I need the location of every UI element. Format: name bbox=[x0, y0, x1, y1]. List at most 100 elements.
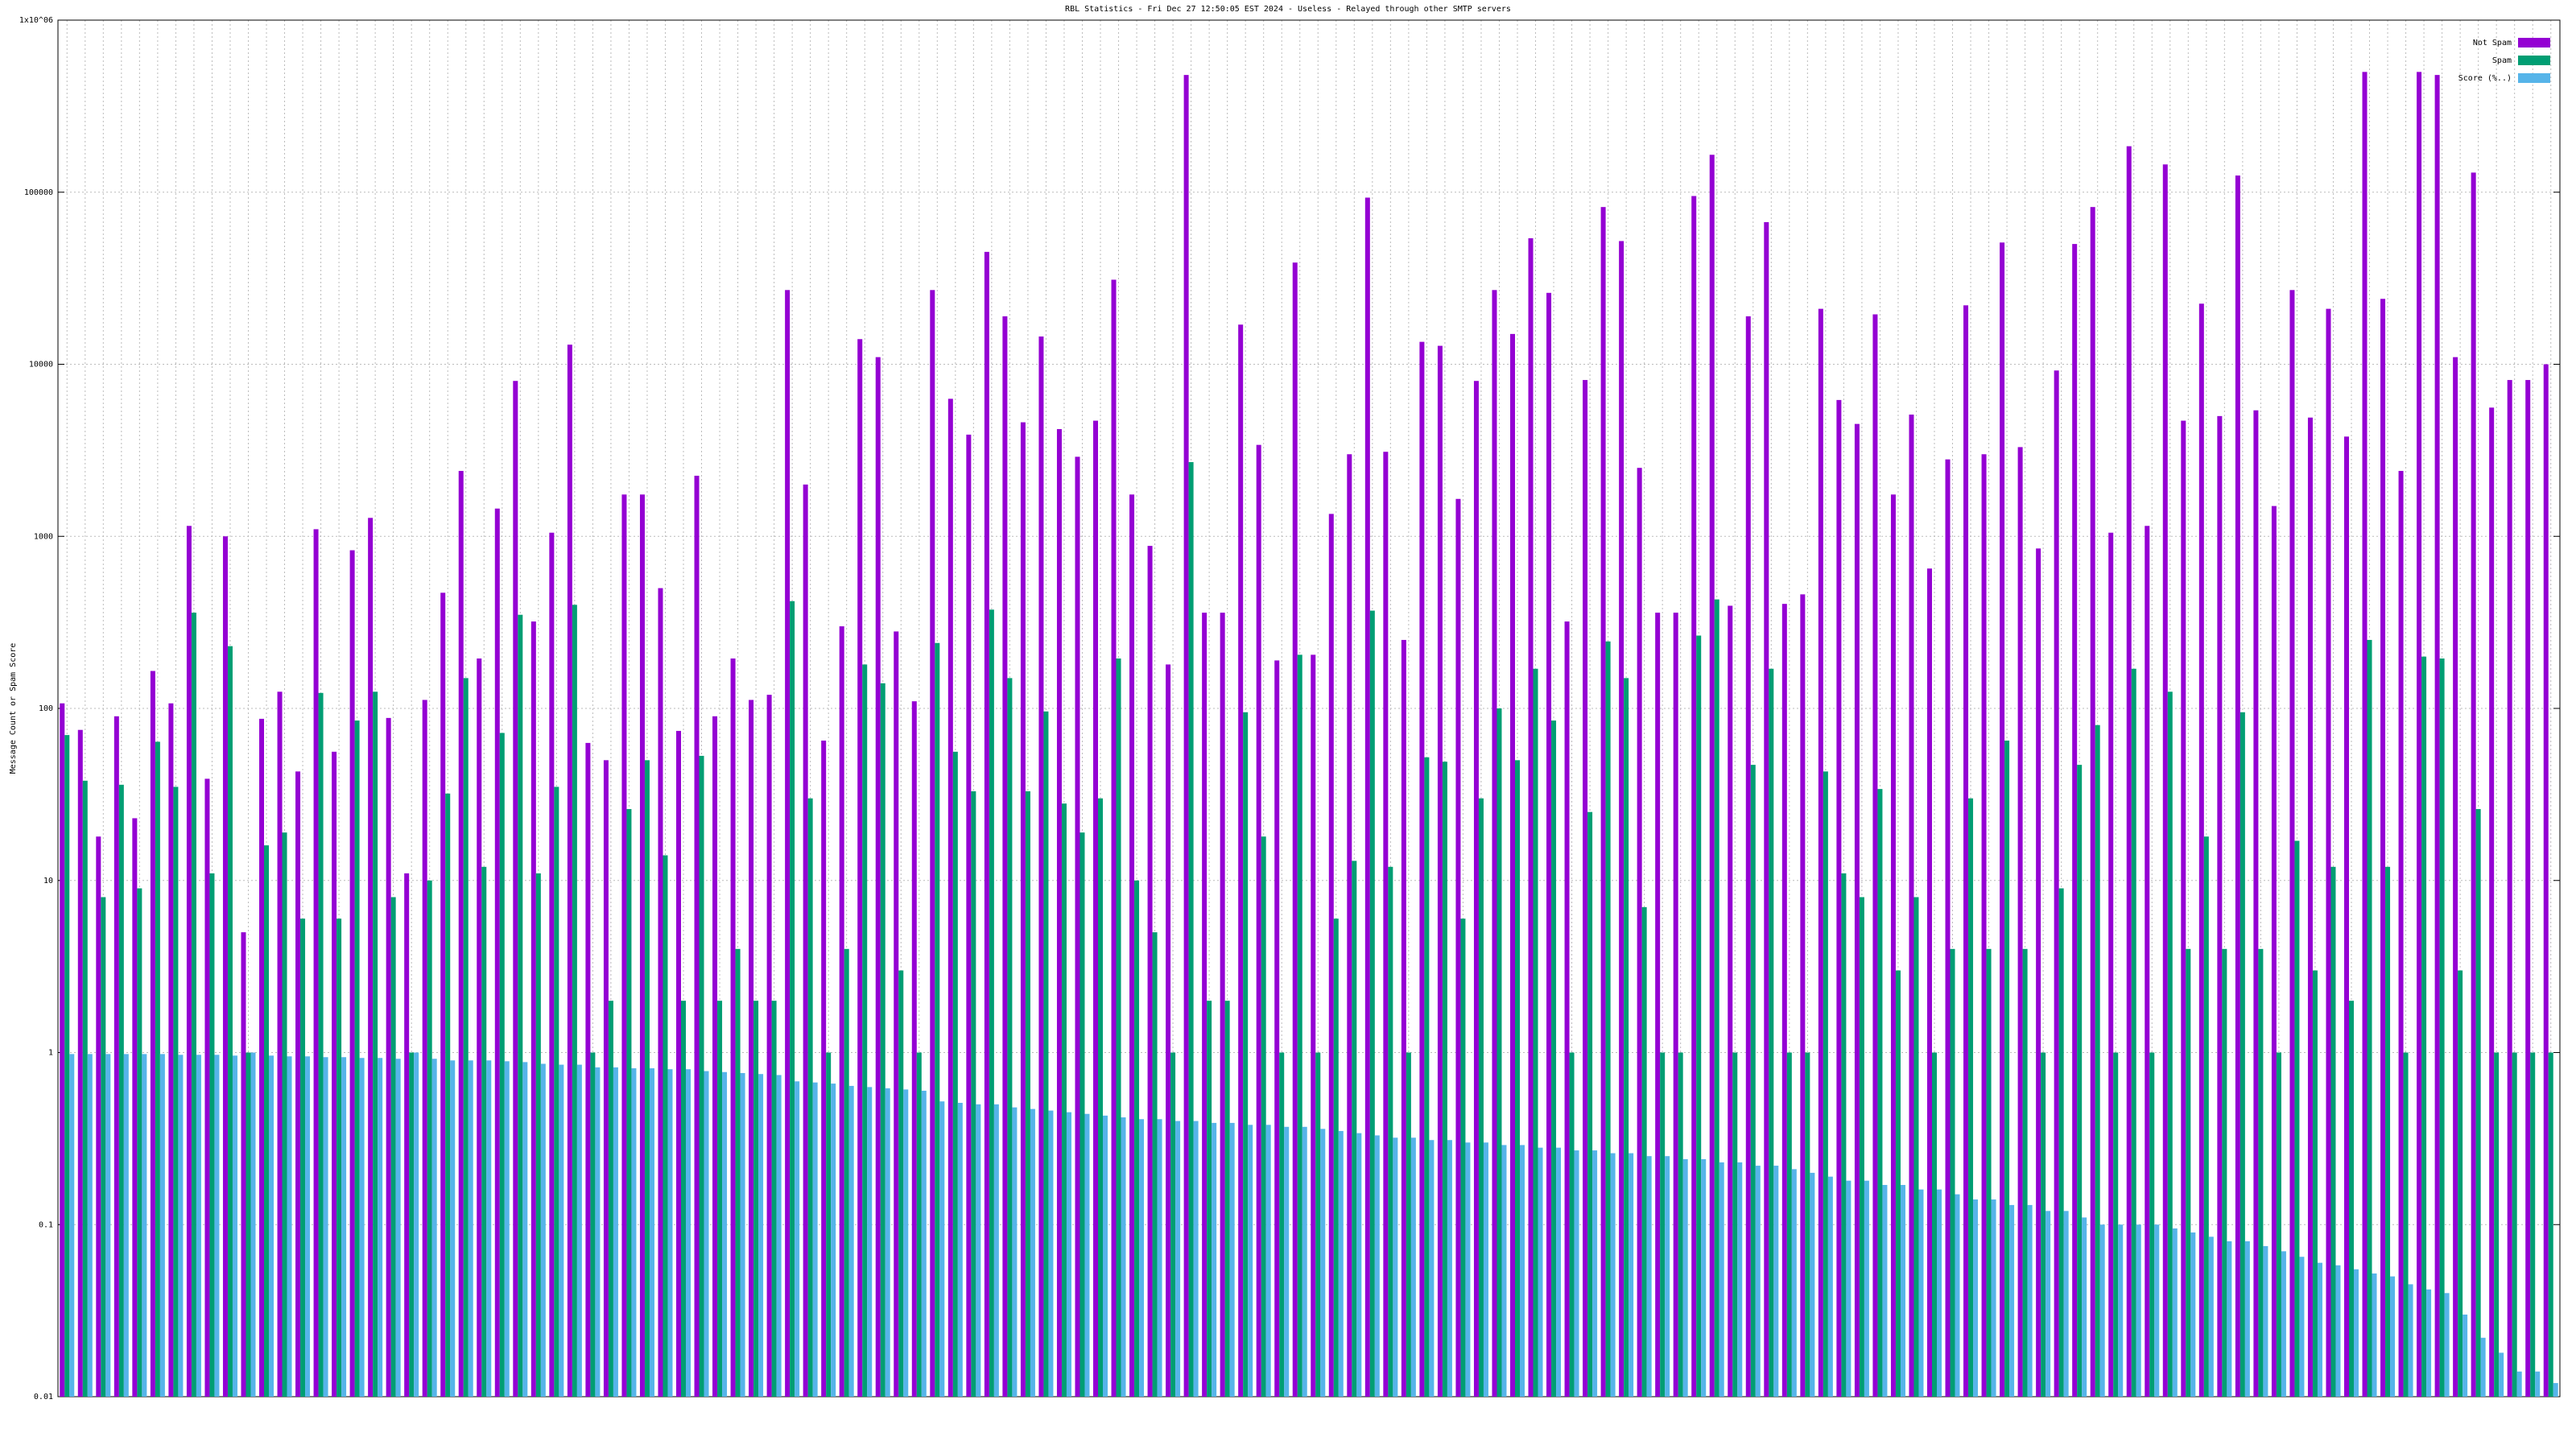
bar bbox=[2535, 1371, 2541, 1397]
bar bbox=[2426, 1289, 2432, 1397]
bar bbox=[1447, 1140, 1452, 1397]
bar bbox=[204, 778, 210, 1397]
bar bbox=[2335, 1265, 2341, 1397]
bar bbox=[2131, 668, 2136, 1397]
bar bbox=[1315, 1052, 1321, 1397]
bar bbox=[1274, 660, 1280, 1397]
bar bbox=[2471, 172, 2476, 1397]
bar bbox=[771, 1001, 777, 1397]
bar bbox=[282, 832, 287, 1397]
bar bbox=[885, 1088, 890, 1397]
bar bbox=[857, 339, 863, 1397]
bar bbox=[178, 1055, 184, 1397]
bar bbox=[903, 1089, 909, 1397]
bar bbox=[1533, 668, 1538, 1397]
bar bbox=[395, 1059, 401, 1397]
bar bbox=[1950, 948, 1955, 1397]
bar bbox=[2046, 1211, 2051, 1397]
bar bbox=[2444, 1293, 2450, 1397]
bar bbox=[776, 1075, 782, 1397]
bar bbox=[631, 1068, 637, 1397]
bar bbox=[1455, 498, 1461, 1397]
bar bbox=[1442, 762, 1447, 1397]
bar bbox=[1229, 1122, 1235, 1397]
bar bbox=[2235, 175, 2240, 1397]
bar bbox=[1791, 1169, 1797, 1397]
legend-swatch bbox=[2518, 38, 2550, 47]
bar bbox=[2054, 370, 2059, 1397]
bar bbox=[494, 508, 500, 1397]
bar bbox=[2222, 948, 2227, 1397]
bar bbox=[422, 700, 427, 1397]
bar bbox=[1483, 1142, 1488, 1397]
bar bbox=[1424, 757, 1430, 1397]
bar bbox=[1610, 1153, 1616, 1397]
bar bbox=[1465, 1142, 1471, 1397]
bar bbox=[989, 609, 994, 1397]
plot-frame bbox=[57, 19, 2561, 1397]
bar bbox=[155, 741, 160, 1397]
bar bbox=[2240, 712, 2245, 1397]
bar bbox=[1800, 594, 1806, 1397]
bar bbox=[1696, 635, 1702, 1397]
bar bbox=[2017, 447, 2023, 1397]
bar bbox=[1583, 380, 1588, 1397]
bar bbox=[2553, 1383, 2558, 1397]
bar bbox=[826, 1052, 832, 1397]
bar bbox=[2263, 1245, 2268, 1397]
bar bbox=[1075, 456, 1080, 1397]
legend-label: Spam bbox=[2492, 56, 2512, 65]
bar bbox=[2507, 380, 2512, 1397]
bar bbox=[1093, 420, 1098, 1397]
bar bbox=[1769, 668, 1774, 1397]
bar bbox=[1429, 1140, 1435, 1397]
bar bbox=[142, 1054, 147, 1397]
bar bbox=[2095, 724, 2100, 1397]
bar bbox=[1810, 1172, 1815, 1397]
y-tick-label: 10000 bbox=[29, 361, 53, 369]
bar bbox=[803, 484, 808, 1397]
bar bbox=[952, 751, 958, 1397]
bar bbox=[862, 664, 868, 1397]
bar bbox=[2398, 470, 2404, 1397]
bar bbox=[2136, 1224, 2141, 1397]
bar bbox=[2000, 242, 2005, 1397]
bar bbox=[1973, 1199, 1979, 1397]
bar bbox=[1655, 613, 1661, 1397]
bar bbox=[540, 1063, 546, 1397]
bar bbox=[1279, 1052, 1285, 1397]
bar bbox=[1877, 789, 1883, 1397]
bar bbox=[1859, 897, 1864, 1397]
bar bbox=[590, 1052, 596, 1397]
y-tick-label: 100 bbox=[39, 704, 53, 713]
bar bbox=[2082, 1217, 2087, 1397]
bar bbox=[336, 919, 342, 1397]
bar bbox=[1383, 452, 1389, 1397]
bar bbox=[2299, 1257, 2305, 1397]
bar bbox=[1478, 798, 1484, 1397]
legend-swatch bbox=[2518, 56, 2550, 65]
bar bbox=[1056, 429, 1062, 1397]
bar bbox=[567, 345, 572, 1397]
bar bbox=[1600, 207, 1606, 1397]
bar bbox=[1528, 237, 1534, 1397]
bar bbox=[2326, 308, 2331, 1397]
bar bbox=[60, 703, 65, 1397]
bar bbox=[947, 398, 953, 1397]
bar bbox=[359, 1058, 365, 1397]
bar bbox=[1152, 932, 1158, 1397]
bar bbox=[349, 550, 355, 1397]
bar bbox=[2434, 75, 2440, 1397]
bar bbox=[1284, 1126, 1290, 1397]
bar bbox=[414, 1052, 419, 1397]
bar bbox=[649, 1068, 654, 1397]
bar bbox=[1388, 866, 1393, 1397]
bar bbox=[64, 735, 70, 1397]
bar bbox=[812, 1082, 818, 1397]
bar bbox=[2063, 1211, 2069, 1397]
bar bbox=[658, 588, 663, 1397]
bar bbox=[1986, 948, 1992, 1397]
bar bbox=[1166, 664, 1171, 1397]
